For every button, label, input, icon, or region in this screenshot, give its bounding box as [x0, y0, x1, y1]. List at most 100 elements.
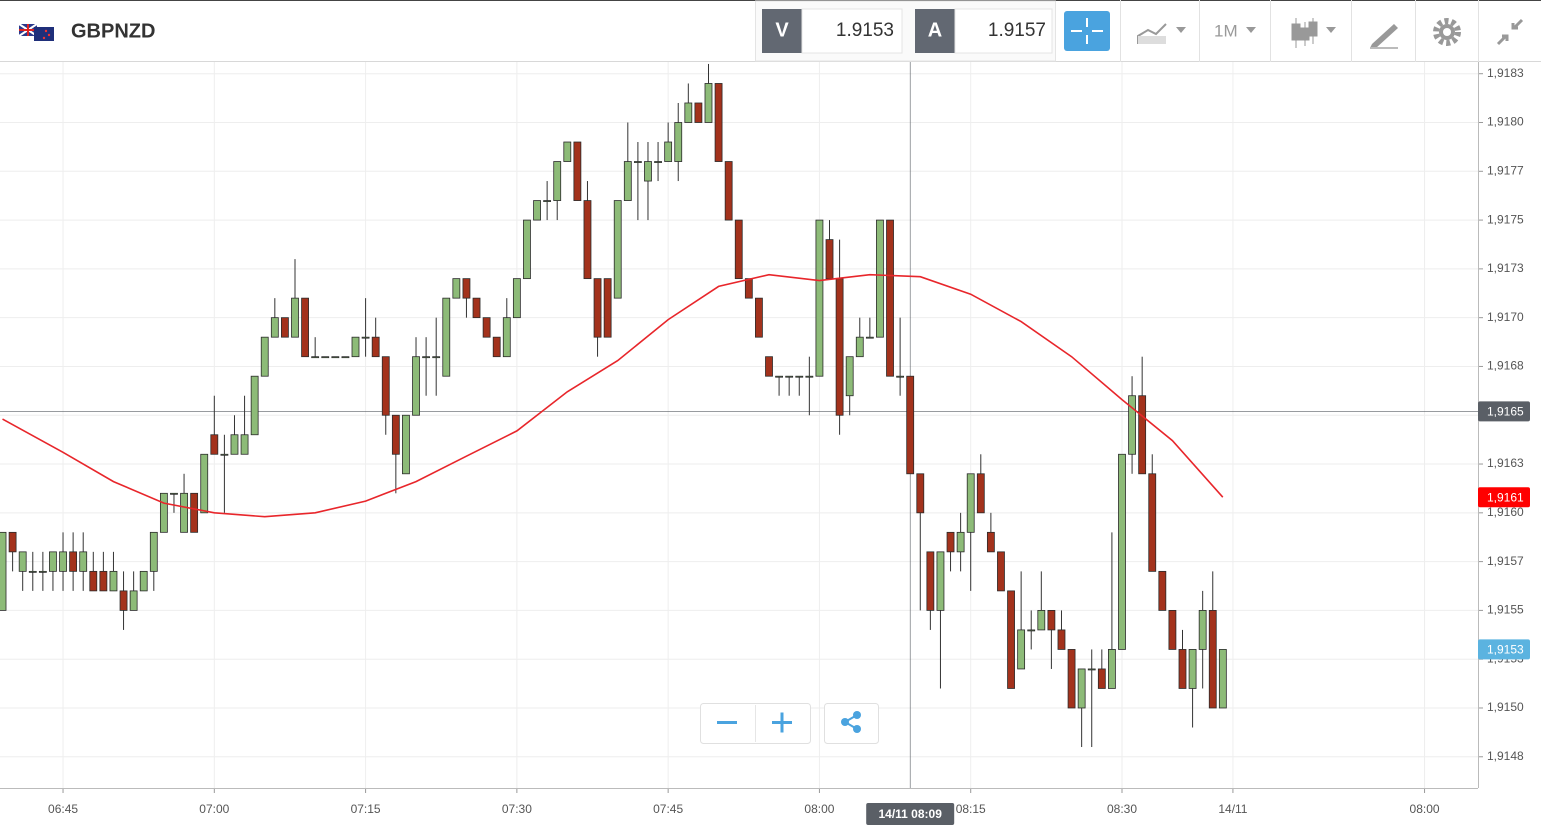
crosshair-price-label: 1,9165	[1487, 405, 1524, 419]
candle-body-down	[744, 278, 753, 299]
candle-body-down	[724, 161, 733, 221]
crosshair-price-box	[1478, 401, 1530, 422]
candle-body-down	[714, 83, 723, 162]
flag-nz	[34, 27, 54, 41]
bid-tag[interactable]	[762, 9, 802, 53]
candle-body-up	[361, 336, 370, 339]
bid-label[interactable]: V	[775, 19, 789, 41]
candle-body-up	[795, 375, 804, 378]
candle-body-down	[69, 551, 78, 572]
candle-body-up	[704, 83, 713, 123]
candle-body-up	[613, 200, 622, 299]
candle-body-down	[986, 531, 995, 553]
bid-price[interactable]: 1.9153	[836, 20, 894, 41]
x-tick-label: 06:45	[48, 802, 78, 816]
candle-body-down	[99, 570, 108, 592]
candle-body-up	[553, 161, 562, 201]
candle-body-up	[341, 356, 350, 359]
settings-button[interactable]	[1433, 18, 1461, 46]
candle-body-down	[119, 590, 128, 611]
bid-box[interactable]	[801, 8, 903, 54]
candle-body-up	[936, 551, 945, 611]
ask-price[interactable]: 1.9157	[988, 20, 1046, 41]
y-tick-label: 1,9168	[1487, 359, 1524, 373]
candle-body-up	[422, 356, 431, 359]
crosshair-button[interactable]	[1064, 11, 1110, 51]
candle-body-down	[472, 297, 481, 319]
candle-body-up	[28, 570, 37, 573]
candle-body-up	[200, 453, 209, 514]
candle-body-up	[79, 551, 88, 572]
candle-body-up	[291, 297, 299, 338]
timeframe-caret[interactable]	[1246, 27, 1256, 33]
y-tick-label: 1,9177	[1487, 163, 1524, 177]
timeframe[interactable]: 1M	[1214, 21, 1238, 40]
y-tick-label: 1,9170	[1487, 310, 1524, 324]
share-button[interactable]	[841, 711, 861, 733]
candle-body-up	[785, 375, 794, 378]
y-tick-label: 1,9157	[1487, 554, 1524, 568]
candle-body-down	[1138, 395, 1147, 475]
crosshair-time-box	[866, 803, 955, 825]
ask-box[interactable]	[954, 8, 1053, 54]
candle-body-up	[129, 590, 138, 611]
candle-body-up	[512, 278, 521, 319]
candle-body-up	[896, 375, 905, 378]
candle-body-down	[997, 551, 1005, 592]
candle-body-down	[603, 278, 612, 338]
candle-body-down	[210, 434, 219, 455]
candle-body-down	[1047, 610, 1056, 631]
candle-body-up	[139, 570, 148, 592]
candle-body-down	[835, 278, 844, 416]
candle-body-down	[825, 239, 834, 280]
chart-type-button[interactable]	[1291, 18, 1336, 48]
candle-body-down	[301, 297, 309, 358]
candle-body-down	[1168, 610, 1177, 650]
candle-body-up	[38, 570, 47, 573]
flag	[18, 23, 54, 41]
candle-body-up	[664, 141, 673, 162]
candle-body-up	[775, 375, 783, 378]
candle-body-down	[391, 414, 400, 455]
drawing-button[interactable]	[1370, 24, 1398, 49]
candle-body-down	[755, 297, 763, 338]
candle-body-up	[442, 297, 451, 377]
candle-body-up	[331, 356, 340, 359]
candle-body-up	[159, 492, 168, 533]
candle-body-up	[956, 531, 965, 553]
y-tick-label: 1,9160	[1487, 505, 1524, 519]
y-tick-label: 1,9163	[1487, 456, 1524, 470]
indicator-button[interactable]	[1137, 23, 1186, 44]
candle-body-down	[583, 200, 592, 280]
candle-body-down	[1178, 649, 1187, 689]
candle-body-up	[351, 336, 360, 358]
candle-body-up	[0, 531, 7, 611]
ask-tag[interactable]	[915, 9, 955, 53]
zoom-in-button[interactable]	[772, 712, 792, 733]
candle-body-down	[734, 219, 743, 280]
candle-body-up	[563, 141, 572, 162]
x-tick-label: 07:45	[653, 802, 683, 816]
x-tick-label: 07:15	[351, 802, 381, 816]
ask-label[interactable]: A	[928, 19, 942, 41]
y-tick-label: 1,9175	[1487, 212, 1524, 226]
candle-body-up	[240, 434, 249, 455]
candle-body-down	[1057, 629, 1066, 650]
candle-body-up	[1218, 649, 1227, 709]
candle-body-down	[482, 317, 491, 338]
candle-body-up	[674, 122, 683, 162]
candle-body-down	[1208, 610, 1217, 709]
collapse-button[interactable]	[1496, 18, 1524, 46]
x-tick-label: 08:30	[1107, 802, 1137, 816]
candle-body-down	[1097, 668, 1106, 689]
candle-body-up	[250, 375, 259, 436]
crosshair-icon	[1071, 18, 1103, 44]
candle-body-up	[1087, 668, 1096, 671]
candle-body-up	[1017, 629, 1026, 670]
candle-body-up	[109, 570, 118, 592]
candle-body-up	[623, 161, 632, 201]
zoom-out-button[interactable]	[717, 721, 737, 724]
candle-body-up	[684, 102, 693, 123]
candle-body-up	[230, 434, 239, 455]
candle-body-up	[855, 336, 864, 358]
